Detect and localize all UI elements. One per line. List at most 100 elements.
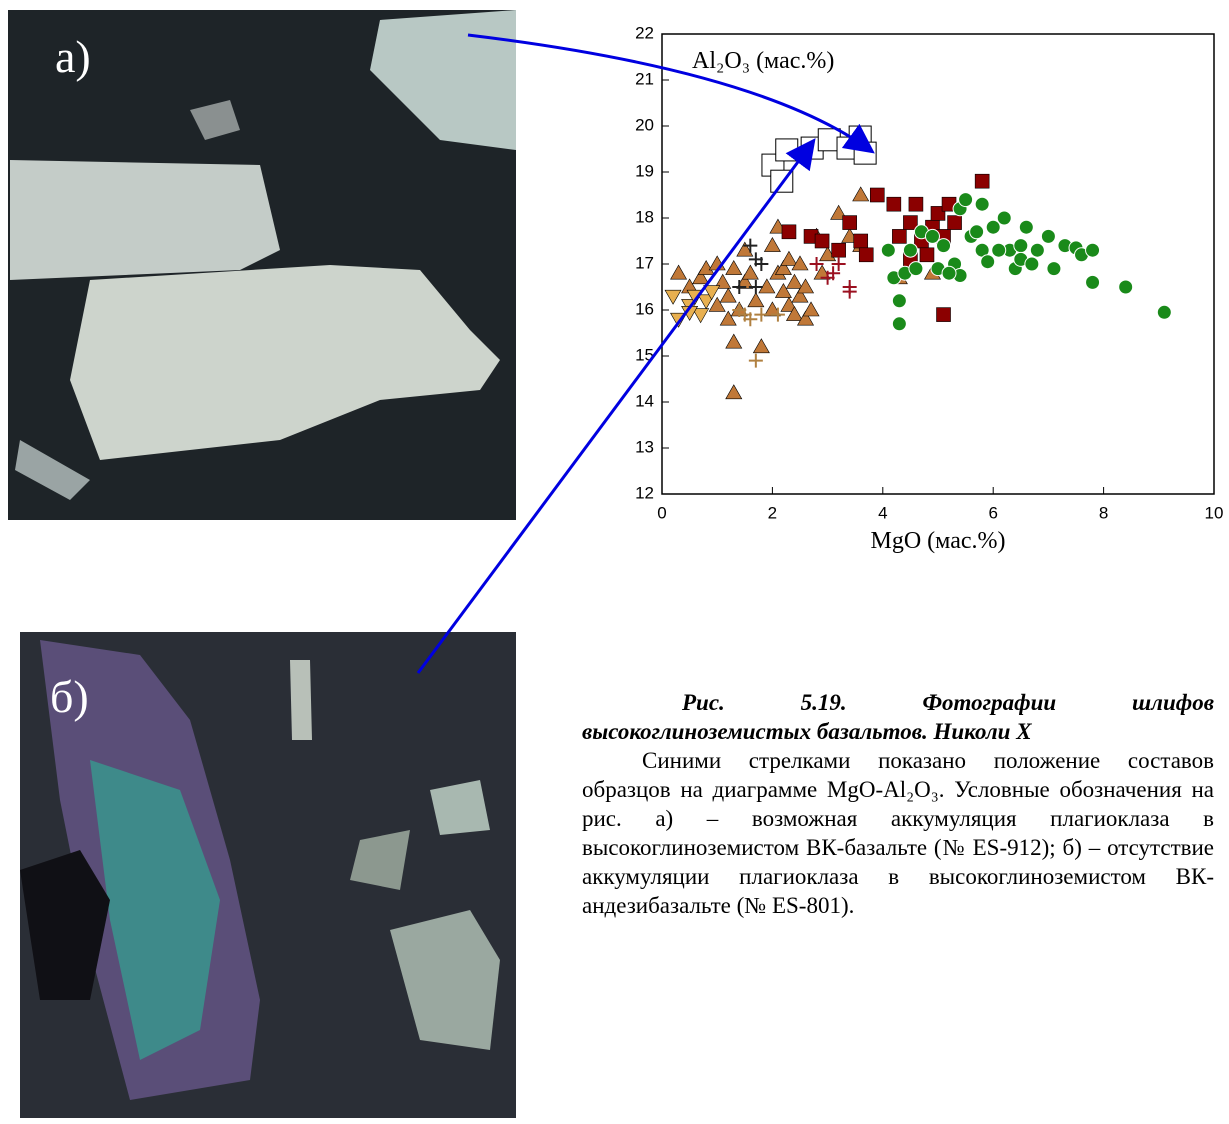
point	[869, 187, 885, 203]
caption-title: Рис. 5.19. Фотографии шлифов высокоглино…	[582, 690, 1214, 744]
point	[747, 292, 765, 308]
y-tick-label: 16	[635, 299, 654, 318]
point	[770, 307, 785, 322]
point	[1046, 261, 1062, 277]
photo-a	[8, 10, 516, 520]
point	[781, 224, 797, 240]
point	[697, 294, 715, 310]
point	[853, 233, 869, 249]
point	[941, 265, 957, 281]
y-tick-label: 17	[635, 253, 654, 272]
point	[969, 224, 985, 240]
point	[725, 259, 743, 275]
point	[902, 242, 918, 258]
point	[741, 264, 759, 280]
point	[802, 301, 820, 317]
point	[758, 278, 776, 294]
point	[719, 287, 737, 303]
point	[1029, 242, 1045, 258]
point	[985, 219, 1001, 235]
point	[852, 186, 870, 202]
point	[714, 273, 732, 289]
point	[774, 282, 792, 298]
point	[736, 241, 754, 257]
point	[703, 285, 721, 301]
y-axis-label: Al₂O₃ (мас.%)	[692, 48, 834, 74]
point	[831, 257, 846, 271]
point	[780, 296, 798, 312]
point	[936, 307, 951, 322]
point	[958, 192, 974, 208]
point	[892, 229, 907, 244]
point	[842, 215, 857, 230]
point	[785, 273, 803, 289]
point	[908, 196, 924, 212]
point	[763, 236, 781, 252]
point	[809, 257, 824, 271]
point	[797, 278, 815, 294]
y-tick-label: 13	[635, 437, 654, 456]
point	[774, 259, 792, 275]
y-tick-label: 14	[635, 391, 654, 410]
y-tick-label: 22	[635, 23, 654, 42]
point	[732, 280, 747, 294]
arrow-a	[467, 33, 875, 154]
point	[1018, 219, 1034, 235]
photo-b	[20, 632, 516, 1118]
point	[858, 247, 874, 263]
plot-frame	[661, 33, 1215, 495]
y-tick-label: 18	[635, 207, 654, 226]
y-tick-label: 20	[635, 115, 654, 134]
point	[748, 353, 763, 368]
point	[908, 261, 924, 277]
point	[974, 173, 990, 189]
point	[708, 296, 726, 312]
photo-b-label: б)	[50, 671, 89, 722]
point	[780, 250, 798, 266]
point	[1040, 228, 1056, 244]
point	[924, 228, 940, 244]
point	[1085, 274, 1101, 290]
y-tick-label: 19	[635, 161, 654, 180]
point	[1118, 279, 1134, 295]
point	[697, 259, 715, 275]
point	[930, 206, 946, 221]
point	[1156, 304, 1172, 320]
x-tick-label: 2	[768, 503, 777, 522]
caption-body: Синими стрелками показано положение сост…	[582, 748, 1214, 918]
point	[891, 293, 907, 309]
x-tick-label: 4	[878, 503, 887, 522]
point	[813, 264, 831, 280]
point	[936, 238, 952, 254]
point	[1085, 242, 1101, 258]
point	[725, 333, 743, 349]
caption: Рис. 5.19. Фотографии шлифов высокоглино…	[582, 688, 1214, 920]
point	[754, 257, 769, 271]
point	[1024, 256, 1040, 272]
point	[743, 238, 758, 253]
point	[791, 287, 809, 303]
y-tick-label: 12	[635, 483, 654, 502]
y-tick-label: 21	[635, 69, 654, 88]
point	[725, 384, 743, 400]
x-tick-label: 10	[1205, 503, 1224, 522]
point	[880, 242, 896, 258]
point	[743, 312, 758, 327]
point	[886, 196, 902, 212]
arrow-b	[416, 138, 816, 674]
point	[947, 215, 962, 230]
point	[775, 138, 799, 162]
x-tick-label: 0	[657, 503, 666, 522]
point	[754, 307, 769, 322]
point	[842, 284, 857, 299]
x-tick-label: 6	[988, 503, 997, 522]
point	[785, 305, 803, 321]
point	[763, 301, 781, 317]
photo-a-label: а)	[55, 31, 91, 82]
point	[692, 269, 710, 285]
point	[814, 233, 830, 249]
point	[791, 255, 809, 271]
x-axis-label: MgO (мас.%)	[871, 528, 1006, 554]
